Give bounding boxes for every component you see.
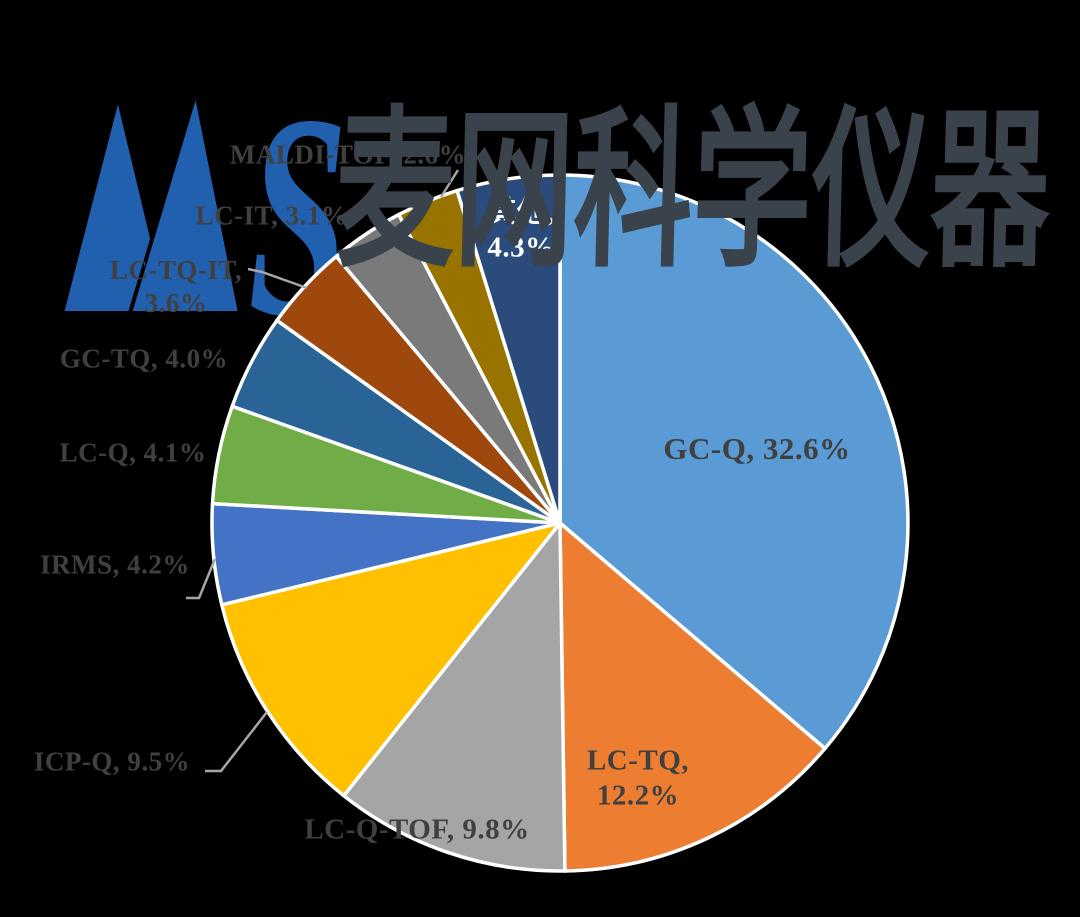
pie-slice-lc-tq [558,521,827,873]
logo-m-peak-left [59,95,173,315]
leader-line-icp-q [205,711,268,773]
leader-line-maldi-tof [439,169,460,198]
pie-label-maldi-tof: MALDI-TOF, 2.6% [229,139,467,170]
pie-label-lc-tq: LC-TQ, 12.2% [586,744,690,812]
pie-label-lc-tq-it: LC-TQ-IT, 3.6% [109,255,243,318]
pie-label-lc-it: LC-IT, 3.1% [195,200,349,231]
pie-label-icp-q: ICP-Q, 9.5% [33,746,191,777]
pie-label-irms: IRMS, 4.2% [40,549,190,580]
leader-line-irms [186,558,217,600]
pie-slice-icp-q [220,521,562,798]
watermark-text: 麦网科学仪器 [333,93,1053,288]
ms-logo: S [59,75,348,320]
pie-label-lc-q-tof: LC-Q-TOF, 9.8% [304,813,530,846]
pie-label-qita: 其他, 4.3% [487,196,555,264]
pie-label-gc-q: GC-Q, 32.6% [663,431,851,467]
pie-label-gc-tq: GC-TQ, 4.0% [59,343,229,374]
pie-slice-lc-q-tof [342,521,567,873]
logo-m-peak-right [127,91,243,315]
pie-slice-qita [455,173,562,525]
leader-line-lc-tq-it [247,267,308,290]
pie-slice-gc-q [558,173,910,751]
pie-label-lc-q: LC-Q, 4.1% [59,437,207,468]
